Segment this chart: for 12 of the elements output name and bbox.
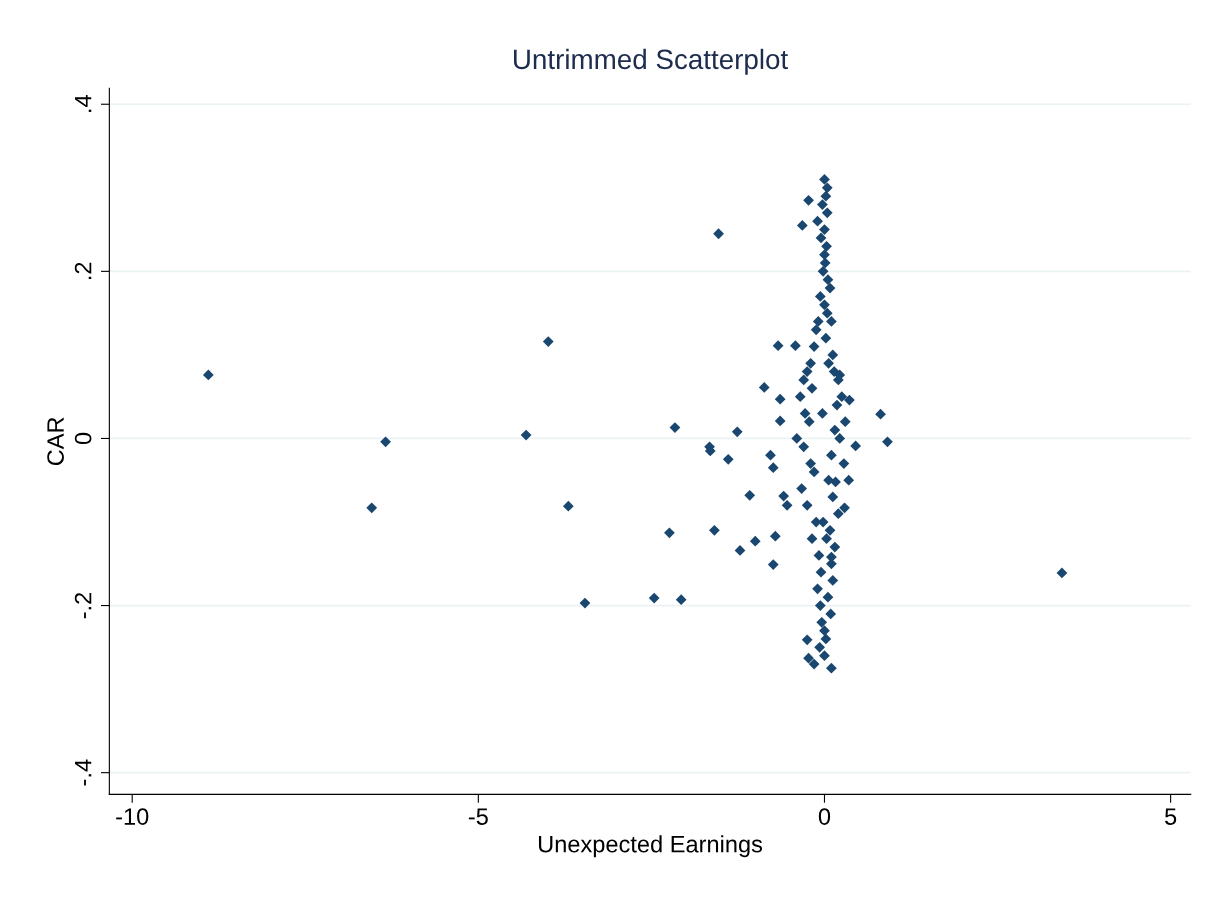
- y-tick-label: .4: [75, 95, 92, 112]
- y-tick-label: 0: [74, 432, 92, 445]
- y-axis-title: CAR: [47, 417, 64, 466]
- x-tick-label: 0: [818, 808, 831, 825]
- y-tick-label: -.4: [75, 759, 92, 786]
- x-tick-label: -5: [468, 808, 488, 825]
- x-axis-title: Unexpected Earnings: [538, 835, 763, 858]
- y-tick-label: .2: [74, 262, 92, 280]
- y-tick-label: -.2: [74, 592, 92, 619]
- chart-title: Untrimmed Scatterplot: [514, 48, 788, 75]
- x-tick-label: -10: [116, 808, 149, 825]
- x-tick-label: 5: [1165, 808, 1177, 825]
